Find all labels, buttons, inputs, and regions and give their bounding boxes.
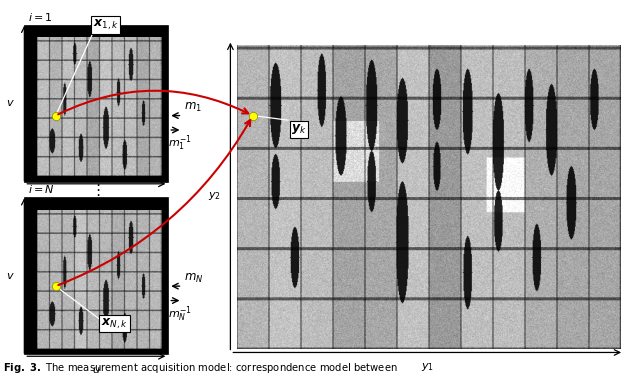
Text: $v$: $v$ [6,98,15,108]
Text: $\boldsymbol{x}_{1,k}$: $\boldsymbol{x}_{1,k}$ [93,18,119,32]
Bar [24,197,168,354]
Text: $y_2$: $y_2$ [208,190,221,202]
Text: $y_1$: $y_1$ [420,361,434,373]
Text: $m_1^{-1}$: $m_1^{-1}$ [168,134,193,153]
Text: $i = N$: $i = N$ [28,183,54,195]
Text: $\vdots$: $\vdots$ [90,182,100,197]
Text: $\boldsymbol{x}_{N,k}$: $\boldsymbol{x}_{N,k}$ [101,316,128,331]
Text: $m_N$: $m_N$ [184,272,204,285]
Text: $u$: $u$ [92,365,100,374]
Bar [24,25,168,182]
Text: $v$: $v$ [6,271,15,281]
Text: $m_1$: $m_1$ [184,101,202,114]
Text: $i = 1$: $i = 1$ [28,11,52,23]
Text: $\mathbf{Fig.\ 3.}$ The measurement acquisition model: correspondence model betw: $\mathbf{Fig.\ 3.}$ The measurement acqu… [3,362,398,375]
Text: $m_N^{-1}$: $m_N^{-1}$ [168,304,193,324]
Text: $\boldsymbol{y}_{k}$: $\boldsymbol{y}_{k}$ [291,122,307,136]
